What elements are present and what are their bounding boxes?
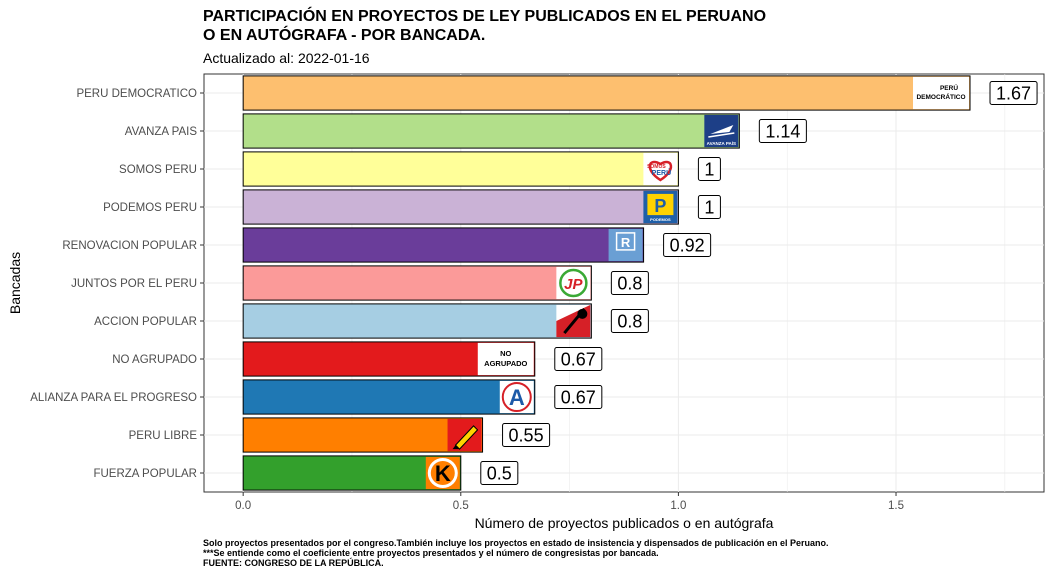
y-axis-title: Bancadas — [7, 252, 23, 314]
value-label-box — [554, 347, 603, 371]
svg-text:AGRUPADO: AGRUPADO — [484, 359, 527, 368]
value-label: 0.5 — [487, 464, 512, 484]
value-label: 1.14 — [765, 122, 800, 142]
y-tick-label: JUNTOS POR EL PERU — [71, 278, 197, 290]
y-axis-ticks: PERU DEMOCRATICO AVANZA PAIS SOMOS PERU POD… — [30, 88, 204, 480]
value-label-box — [697, 195, 721, 219]
x-tick-label: 1.0 — [670, 500, 686, 512]
svg-text:A: A — [509, 385, 525, 410]
value-labels: 1.67 1.14 1 1 0.92 0.8 0.8 0.67 0.67 0.55 0.5 — [480, 81, 1038, 485]
x-axis-ticks: 0.0 0.5 1.0 1.5 — [235, 492, 904, 512]
y-tick-label: ALIANZA PARA EL PROGRESO — [30, 392, 197, 404]
value-label-box — [610, 309, 649, 333]
juntos-por-el-peru-logo: JP — [556, 266, 591, 300]
y-tick-label: ACCION POPULAR — [94, 316, 197, 328]
chart-title: PARTICIPACIÓN EN PROYECTOS DE LEY PUBLIC… — [203, 8, 767, 44]
y-tick-label: PERU LIBRE — [129, 430, 198, 442]
avanza-pais-logo: AVANZA PAÍS — [704, 114, 739, 148]
svg-text:PERÚ: PERÚ — [652, 168, 671, 177]
value-label-box — [502, 423, 551, 447]
value-label-box — [554, 385, 603, 409]
y-tick-label: PODEMOS PERU — [103, 202, 197, 214]
x-tick-label: 1.5 — [888, 500, 904, 512]
peru-libre-logo — [447, 418, 482, 452]
y-tick-label: AVANZA PAIS — [125, 126, 198, 138]
bar — [242, 151, 679, 187]
y-tick-label: RENOVACION POPULAR — [62, 240, 197, 252]
y-tick-label: FUERZA POPULAR — [93, 468, 197, 480]
accion-popular-logo — [556, 304, 591, 338]
bar — [242, 303, 592, 339]
bar — [242, 417, 484, 453]
chart-caption: Solo proyectos presentados por el congre… — [203, 538, 829, 568]
value-label: 0.55 — [509, 426, 544, 446]
svg-text:AVANZA PAÍS: AVANZA PAÍS — [707, 139, 736, 146]
value-label: 0.67 — [561, 350, 596, 370]
bar — [242, 265, 592, 301]
chart-subtitle: Actualizado al: 2022-01-16 — [203, 50, 370, 66]
bar — [242, 379, 536, 415]
bar — [242, 189, 679, 225]
value-label-box — [697, 157, 721, 181]
bar — [242, 227, 645, 263]
value-label-box — [480, 461, 519, 485]
svg-text:SOMOS: SOMOS — [647, 164, 666, 170]
svg-text:PODEMOS: PODEMOS — [650, 217, 671, 222]
x-axis-title: Número de proyectos publicados o en autó… — [475, 515, 774, 531]
value-label-box — [758, 119, 807, 143]
value-label: 0.8 — [617, 274, 642, 294]
value-label: 0.67 — [561, 388, 596, 408]
y-tick-label: NO AGRUPADO — [112, 354, 197, 366]
svg-text:NO: NO — [500, 349, 511, 358]
svg-text:DEMOCRÁTICO: DEMOCRÁTICO — [916, 92, 965, 101]
bar — [242, 75, 971, 111]
bar — [242, 113, 740, 149]
x-tick-label: 0.0 — [235, 500, 251, 512]
value-label: 0.92 — [670, 236, 705, 256]
svg-text:K: K — [435, 461, 451, 486]
caption-line-1: Solo proyectos presentados por el congre… — [203, 538, 829, 548]
value-label: 0.8 — [617, 312, 642, 332]
bars — [242, 75, 971, 491]
renovacion-popular-logo: R — [608, 228, 643, 262]
y-tick-label: SOMOS PERU — [119, 164, 197, 176]
svg-text:PERÚ: PERÚ — [940, 83, 958, 92]
svg-text:P: P — [654, 196, 666, 216]
svg-text:R: R — [621, 235, 631, 250]
svg-text:JP: JP — [564, 276, 583, 293]
bar — [242, 455, 462, 491]
value-label-box — [989, 81, 1038, 105]
caption-line-2: ***Se entiende como el coeficiente entre… — [203, 548, 659, 558]
caption-line-3: FUENTE: CONGRESO DE LA REPÚBLICA. — [203, 558, 384, 568]
x-tick-label: 0.5 — [453, 500, 469, 512]
value-label-box — [610, 271, 649, 295]
value-label: 1 — [704, 160, 714, 180]
value-label-box — [663, 233, 712, 257]
fuerza-popular-logo: K — [425, 456, 460, 490]
alianza-para-el-progreso-logo: A — [499, 380, 534, 414]
value-label: 1 — [704, 198, 714, 218]
value-label: 1.67 — [996, 84, 1031, 104]
y-tick-label: PERU DEMOCRATICO — [76, 88, 197, 100]
